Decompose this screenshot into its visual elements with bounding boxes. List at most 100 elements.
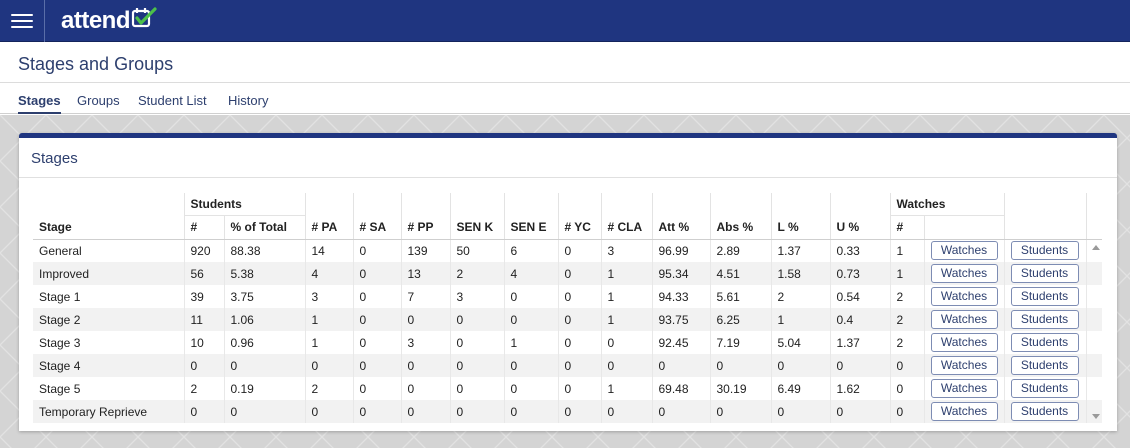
table-row: Stage 1 39 3.75 3 0 7 3 0 0 1 94.33 5.61 2 0.54 2 Watch… [33,285,1102,308]
cell-student-count: 56 [184,262,225,285]
table-row: Improved 56 5.38 4 0 13 2 4 0 1 95.34 4.51 1.58 0.73 1… [33,262,1102,285]
hamburger-menu-icon[interactable] [0,0,45,42]
table-row: Temporary Reprieve 0 0 0 0 0 0 0 0 0 0 0 0 0 0 Watches S… [33,400,1102,423]
watches-button[interactable]: Watches [930,264,998,283]
cell-student-count: 39 [184,285,225,308]
cell-student-count: 11 [184,308,225,331]
students-button[interactable]: Students [1010,402,1079,421]
cell-att-percent: 95.34 [652,262,711,285]
cell-pp-count: 0 [401,354,451,377]
cell-students-action: Students [1004,331,1087,354]
cell-abs-percent: 0 [710,400,772,423]
cell-sa-count: 0 [353,239,402,262]
cell-sa-count: 0 [353,377,402,400]
cell-stage-name: Stage 1 [33,285,185,308]
cell-sa-count: 0 [353,285,402,308]
top-bar: attend [0,0,1130,42]
cell-students-action: Students [1004,239,1087,262]
cell-u-percent: 0 [830,354,891,377]
cell-abs-percent: 5.61 [710,285,772,308]
table-row: General 920 88.38 14 0 139 50 6 0 3 96.99 2.89 1.37 0… [33,239,1102,262]
cell-students-action: Students [1004,354,1087,377]
students-button[interactable]: Students [1010,356,1079,375]
cell-pa-count: 3 [305,285,354,308]
cell-pa-count: 0 [305,400,354,423]
cell-watch-count: 0 [890,354,925,377]
cell-stage-name: General [33,239,185,262]
cell-l-percent: 0 [771,400,831,423]
cell-cla-count: 3 [601,239,653,262]
cell-cla-count: 1 [601,285,653,308]
cell-sa-count: 0 [353,331,402,354]
cell-cla-count: 1 [601,377,653,400]
cell-att-percent: 96.99 [652,239,711,262]
students-button[interactable]: Students [1010,379,1079,398]
students-button[interactable]: Students [1010,333,1079,352]
cell-stage-name: Stage 4 [33,354,185,377]
cell-watches-action: Watches [924,285,1005,308]
col-header-att: Att % [652,193,711,240]
logo-text: attend [61,7,131,34]
tab-groups[interactable]: Groups [77,93,120,108]
scrollbar-gutter [1086,354,1102,377]
cell-sen-e: 0 [504,400,559,423]
col-header-u: U % [830,193,891,240]
cell-yc-count: 0 [558,377,602,400]
scroll-up-icon[interactable] [1092,245,1100,250]
students-button[interactable]: Students [1010,310,1079,329]
cell-percent-total: 5.38 [224,262,306,285]
cell-l-percent: 1.37 [771,239,831,262]
cell-pa-count: 1 [305,331,354,354]
cell-yc-count: 0 [558,400,602,423]
cell-u-percent: 0.4 [830,308,891,331]
app-logo[interactable]: attend [61,6,157,36]
cell-u-percent: 0.54 [830,285,891,308]
cell-pa-count: 0 [305,354,354,377]
watches-button[interactable]: Watches [930,241,998,261]
cell-abs-percent: 6.25 [710,308,772,331]
cell-student-count: 0 [184,400,225,423]
table-row: Stage 3 10 0.96 1 0 3 0 1 0 0 92.45 7.19 5.04 1.37 2 Wa… [33,331,1102,354]
cell-student-count: 10 [184,331,225,354]
group-header-students: Students [184,193,306,216]
cell-u-percent: 0 [830,400,891,423]
cell-percent-total: 0.96 [224,331,306,354]
col-header-watch-count: # [890,215,925,240]
cell-abs-percent: 4.51 [710,262,772,285]
table-scrollbar[interactable] [1089,239,1103,423]
cell-sen-e: 4 [504,262,559,285]
students-button[interactable]: Students [1010,287,1079,306]
col-header-watches-action [924,215,1005,240]
cell-stage-name: Stage 3 [33,331,185,354]
watches-button[interactable]: Watches [930,287,998,306]
tab-student-list[interactable]: Student List [138,93,207,108]
watches-button[interactable]: Watches [930,356,998,375]
cell-yc-count: 0 [558,285,602,308]
students-button[interactable]: Students [1010,264,1079,283]
cell-pp-count: 139 [401,239,451,262]
col-header-students-action [1004,193,1087,240]
watches-button[interactable]: Watches [930,310,998,329]
tab-stages[interactable]: Stages [18,93,61,114]
cell-watch-count: 1 [890,239,925,262]
watches-button[interactable]: Watches [930,379,998,398]
tab-history[interactable]: History [228,93,269,108]
watches-button[interactable]: Watches [930,402,998,421]
cell-percent-total: 0 [224,400,306,423]
table-row: Stage 5 2 0.19 2 0 0 0 0 0 1 69.48 30.19 6.49 1.62 0 Wa… [33,377,1102,400]
scrollbar-gutter [1086,308,1102,331]
cell-sa-count: 0 [353,400,402,423]
watches-button[interactable]: Watches [930,333,998,352]
cell-watches-action: Watches [924,239,1005,262]
scroll-down-icon[interactable] [1092,414,1100,419]
cell-pa-count: 2 [305,377,354,400]
cell-l-percent: 6.49 [771,377,831,400]
stages-table: Stage Students # PA # SA # PP SEN K SEN … [33,193,1102,423]
cell-students-action: Students [1004,308,1087,331]
cell-pa-count: 1 [305,308,354,331]
col-header-sen-e: SEN E [504,193,559,240]
cell-watch-count: 2 [890,308,925,331]
col-header-abs: Abs % [710,193,772,240]
students-button[interactable]: Students [1010,241,1079,261]
cell-student-count: 2 [184,377,225,400]
